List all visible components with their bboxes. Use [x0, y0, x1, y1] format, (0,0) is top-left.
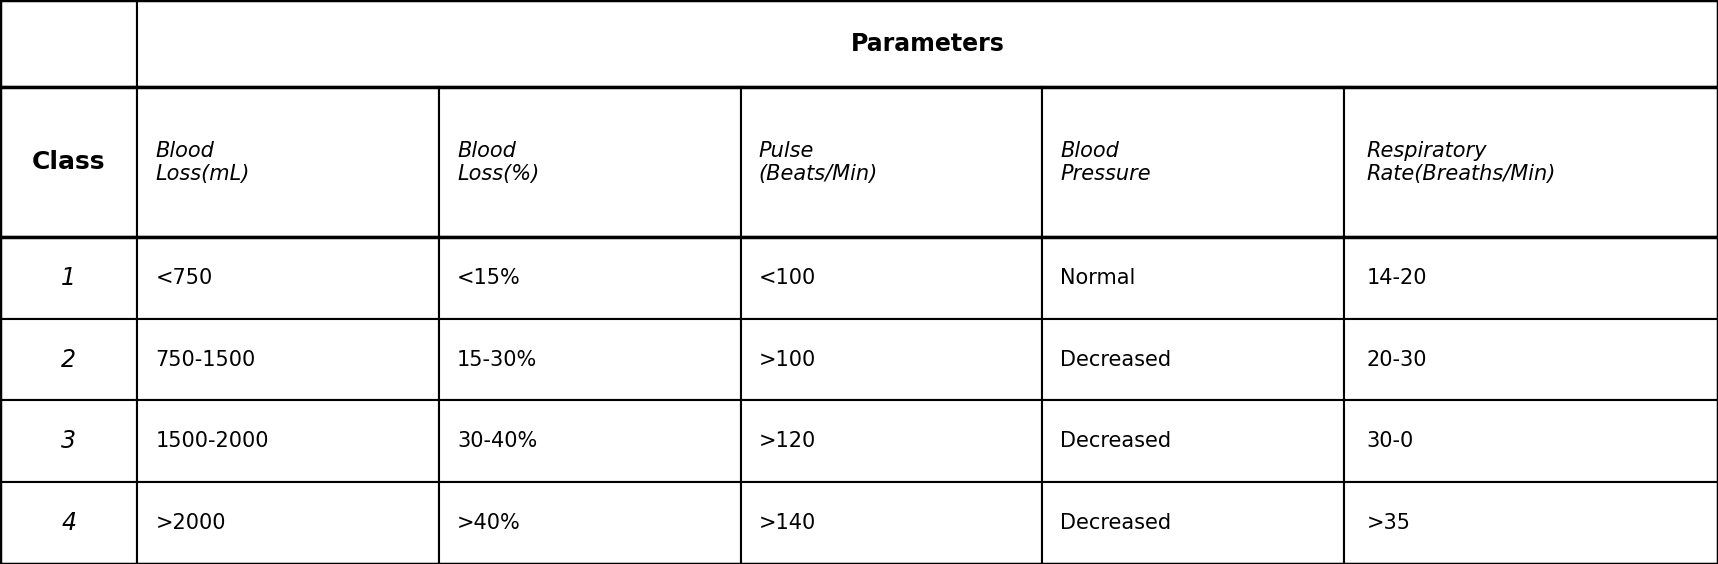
Bar: [0, 237, 137, 319]
Bar: [0, 400, 137, 482]
Bar: [137, 400, 440, 482]
Text: 750-1500: 750-1500: [156, 350, 256, 369]
Bar: [440, 482, 740, 564]
Text: Blood
Pressure: Blood Pressure: [1060, 140, 1151, 184]
Text: Respiratory
Rate(Breaths/Min): Respiratory Rate(Breaths/Min): [1366, 140, 1557, 184]
Text: <750: <750: [156, 268, 213, 288]
Bar: [440, 319, 740, 400]
Bar: [440, 87, 740, 237]
Bar: [137, 482, 440, 564]
Text: Blood
Loss(%): Blood Loss(%): [457, 140, 539, 184]
Bar: [0, 319, 137, 400]
Bar: [137, 319, 440, 400]
Bar: [1343, 319, 1718, 400]
Bar: [740, 482, 1043, 564]
Text: 14-20: 14-20: [1366, 268, 1428, 288]
Text: 30-0: 30-0: [1366, 431, 1414, 451]
Bar: [1343, 237, 1718, 319]
Bar: [137, 237, 440, 319]
Text: Parameters: Parameters: [850, 32, 1005, 56]
Text: Decreased: Decreased: [1060, 431, 1172, 451]
Bar: [1043, 87, 1343, 237]
Text: 20-30: 20-30: [1366, 350, 1428, 369]
Bar: [0, 0, 137, 87]
Bar: [0, 482, 137, 564]
Text: >40%: >40%: [457, 513, 521, 533]
Text: <15%: <15%: [457, 268, 521, 288]
Text: 1500-2000: 1500-2000: [156, 431, 270, 451]
Text: 4: 4: [62, 511, 76, 535]
Text: Decreased: Decreased: [1060, 513, 1172, 533]
Text: >120: >120: [759, 431, 816, 451]
Text: 30-40%: 30-40%: [457, 431, 538, 451]
Bar: [0, 87, 137, 237]
Text: >100: >100: [759, 350, 816, 369]
Bar: [1043, 319, 1343, 400]
Text: <100: <100: [759, 268, 816, 288]
Text: 15-30%: 15-30%: [457, 350, 538, 369]
Bar: [1043, 237, 1343, 319]
Bar: [1043, 400, 1343, 482]
Text: Class: Class: [33, 150, 105, 174]
Text: 3: 3: [62, 429, 76, 453]
Text: >35: >35: [1366, 513, 1410, 533]
Text: Decreased: Decreased: [1060, 350, 1172, 369]
Bar: [740, 87, 1043, 237]
Text: >140: >140: [759, 513, 816, 533]
Bar: [1343, 87, 1718, 237]
Bar: [137, 87, 440, 237]
Text: Normal: Normal: [1060, 268, 1136, 288]
Bar: [137, 0, 1718, 87]
Bar: [1343, 482, 1718, 564]
Bar: [740, 237, 1043, 319]
Bar: [740, 319, 1043, 400]
Bar: [440, 400, 740, 482]
Text: 2: 2: [62, 347, 76, 372]
Text: >2000: >2000: [156, 513, 227, 533]
Text: Blood
Loss(mL): Blood Loss(mL): [156, 140, 249, 184]
Bar: [440, 237, 740, 319]
Text: Pulse
(Beats/Min): Pulse (Beats/Min): [759, 140, 878, 184]
Bar: [1043, 482, 1343, 564]
Bar: [1343, 400, 1718, 482]
Text: 1: 1: [62, 266, 76, 290]
Bar: [740, 400, 1043, 482]
